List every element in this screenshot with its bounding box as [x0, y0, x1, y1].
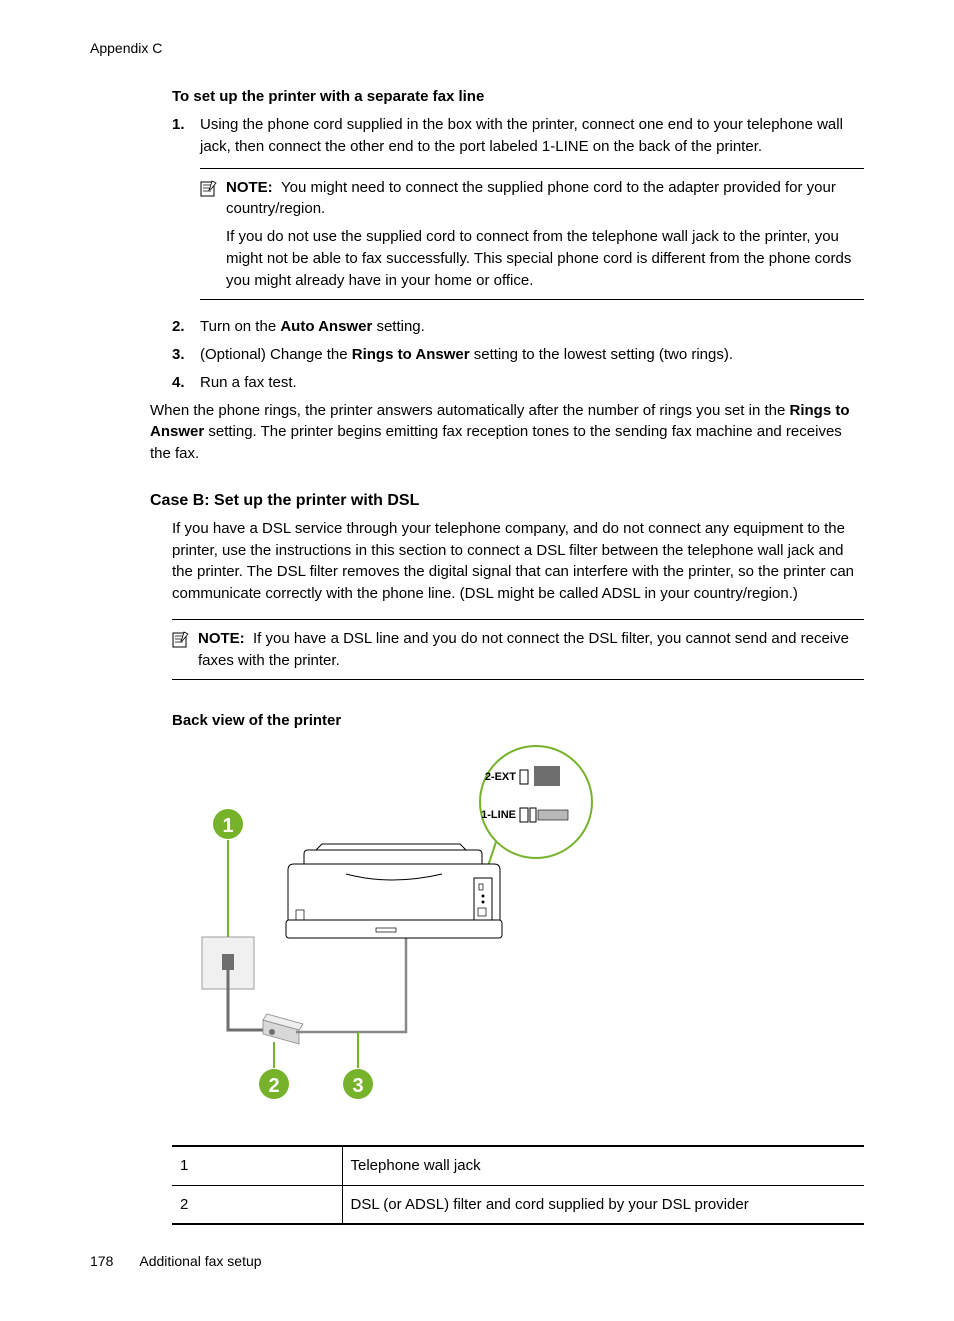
- table-row: 2 DSL (or ADSL) filter and cord supplied…: [172, 1185, 864, 1224]
- note-label: NOTE:: [198, 630, 245, 647]
- footer-title: Additional fax setup: [139, 1253, 261, 1269]
- step-4: 4. Run a fax test.: [172, 372, 864, 394]
- closing-suffix: setting. The printer begins emitting fax…: [150, 423, 842, 462]
- legend-key: 1: [172, 1146, 342, 1185]
- case-b-note: NOTE: If you have a DSL line and you do …: [172, 619, 864, 681]
- step-body: (Optional) Change the Rings to Answer se…: [200, 344, 864, 366]
- step-number: 4.: [172, 372, 200, 394]
- closing-para: When the phone rings, the printer answer…: [150, 400, 864, 465]
- note-box: NOTE: You might need to connect the supp…: [200, 168, 864, 301]
- legend-key: 2: [172, 1185, 342, 1224]
- diagram-heading: Back view of the printer: [172, 710, 864, 732]
- legend-value: Telephone wall jack: [342, 1146, 864, 1185]
- appendix-label: Appendix C: [90, 38, 864, 58]
- case-b-para: If you have a DSL service through your t…: [172, 518, 864, 605]
- step-bold: Rings to Answer: [352, 346, 470, 363]
- note-p1: You might need to connect the supplied p…: [226, 179, 836, 218]
- callout-1: 1: [222, 815, 233, 837]
- note-text: If you have a DSL line and you do not co…: [198, 630, 849, 669]
- callout-2: 2: [268, 1075, 279, 1097]
- setup-steps: 1. Using the phone cord supplied in the …: [172, 114, 864, 394]
- step-2: 2. Turn on the Auto Answer setting.: [172, 316, 864, 338]
- note-body: NOTE: If you have a DSL line and you do …: [198, 628, 864, 672]
- step-number: 1.: [172, 114, 200, 310]
- step-3: 3. (Optional) Change the Rings to Answer…: [172, 344, 864, 366]
- page-number: 178: [90, 1251, 113, 1271]
- step-body: Using the phone cord supplied in the box…: [200, 114, 864, 310]
- table-row: 1 Telephone wall jack: [172, 1146, 864, 1185]
- step-1: 1. Using the phone cord supplied in the …: [172, 114, 864, 310]
- case-b-heading: Case B: Set up the printer with DSL: [150, 489, 864, 512]
- note-body: NOTE: You might need to connect the supp…: [226, 177, 864, 292]
- step-text: Using the phone cord supplied in the box…: [200, 116, 843, 155]
- main-content: To set up the printer with a separate fa…: [90, 86, 864, 1225]
- setup-heading: To set up the printer with a separate fa…: [172, 86, 864, 108]
- note-icon: [172, 628, 198, 672]
- note-p2: If you do not use the supplied cord to c…: [226, 226, 864, 291]
- step-body: Turn on the Auto Answer setting.: [200, 316, 864, 338]
- closing-prefix: When the phone rings, the printer answer…: [150, 402, 790, 419]
- step-bold: Auto Answer: [280, 318, 372, 335]
- label-2ext: 2-EXT: [485, 771, 516, 783]
- step-suffix: setting to the lowest setting (two rings…: [470, 346, 733, 363]
- callout-3: 3: [352, 1075, 363, 1097]
- legend-value: DSL (or ADSL) filter and cord supplied b…: [342, 1185, 864, 1224]
- step-suffix: setting.: [372, 318, 425, 335]
- step-body: Run a fax test.: [200, 372, 864, 394]
- step-number: 2.: [172, 316, 200, 338]
- note-icon: [200, 177, 226, 292]
- printer-diagram: 2-EXT 1-LINE 1: [172, 742, 864, 1119]
- legend-table: 1 Telephone wall jack 2 DSL (or ADSL) fi…: [172, 1145, 864, 1226]
- printer-icon: [286, 844, 502, 938]
- step-number: 3.: [172, 344, 200, 366]
- step-prefix: Turn on the: [200, 318, 280, 335]
- label-1line: 1-LINE: [481, 809, 516, 821]
- note-label: NOTE:: [226, 179, 273, 196]
- step-prefix: (Optional) Change the: [200, 346, 352, 363]
- page-footer: 178 Additional fax setup: [90, 1251, 262, 1271]
